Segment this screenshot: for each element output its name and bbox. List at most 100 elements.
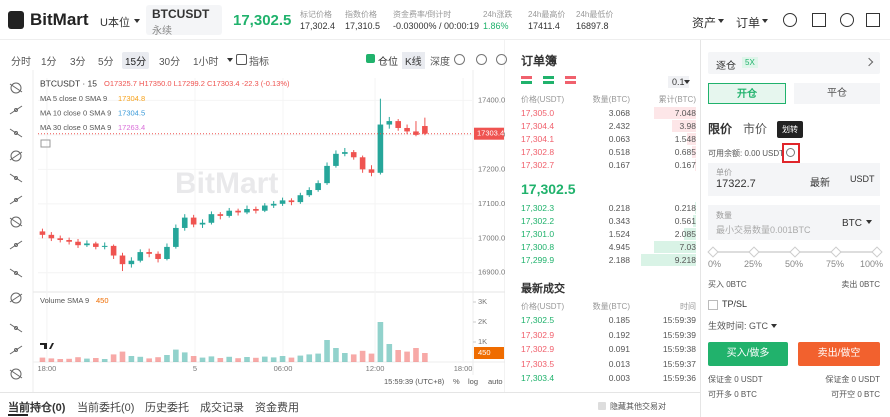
- header-icon[interactable]: [812, 13, 826, 27]
- bottom-tab[interactable]: 资金费用: [255, 402, 299, 414]
- interval[interactable]: 15分: [122, 52, 150, 69]
- checkbox[interactable]: [366, 54, 375, 63]
- qty-unit: BTC: [842, 218, 862, 229]
- interval[interactable]: 1小时: [193, 57, 219, 68]
- volume-tag-label: 450: [478, 348, 491, 357]
- view-tab[interactable]: 深度: [430, 57, 450, 68]
- candle-body: [315, 183, 321, 191]
- bottom-tab[interactable]: 当前委托(0): [77, 402, 135, 414]
- symbol-box[interactable]: BTCUSDT 永续: [146, 5, 222, 37]
- form-tab[interactable]: 开仓: [708, 83, 786, 104]
- order-type[interactable]: 限价: [708, 122, 733, 136]
- tool-icon: [9, 369, 23, 379]
- ask-qty: 2.432: [608, 121, 630, 131]
- book-mode-icon[interactable]: [565, 81, 576, 84]
- transfer-highlight[interactable]: [782, 143, 800, 163]
- trade-qty: 0.013: [608, 358, 630, 369]
- book-mode-icon[interactable]: [543, 81, 554, 84]
- volume-bar: [128, 356, 135, 362]
- candle-body: [235, 210, 241, 213]
- header-icon[interactable]: [840, 13, 854, 27]
- qty-label: 数量: [716, 211, 732, 220]
- tool-icon[interactable]: [476, 54, 487, 65]
- sell-button[interactable]: 卖出/做空: [798, 342, 880, 366]
- header-icon[interactable]: [866, 13, 880, 27]
- volume-bar: [333, 348, 339, 362]
- interval[interactable]: 30分: [159, 57, 181, 68]
- contract: 永续: [152, 26, 172, 37]
- menu-item[interactable]: 订单: [736, 16, 761, 30]
- buy-button[interactable]: 买入/做多: [708, 342, 788, 366]
- price-label: 单价: [716, 168, 732, 177]
- book-mode-icon[interactable]: [521, 81, 532, 84]
- volume-bar: [404, 351, 410, 362]
- bottom-tab[interactable]: 成交记录: [200, 402, 244, 414]
- trades-header: 时间: [680, 302, 696, 311]
- bottom-tab[interactable]: 当前持仓(0): [8, 402, 66, 414]
- interval[interactable]: 3分: [70, 57, 86, 68]
- stat-label: 指数价格: [345, 10, 377, 19]
- candle-body: [395, 121, 401, 128]
- volume-bar: [413, 348, 419, 362]
- hide-checkbox[interactable]: [598, 402, 606, 410]
- order-type[interactable]: 市价: [743, 122, 768, 136]
- volume-bar: [235, 358, 241, 362]
- menu-item[interactable]: 资产: [692, 16, 717, 30]
- volume-tag: [474, 347, 504, 359]
- qty-placeholder: 最小交易数量0.001BTC: [716, 225, 811, 235]
- stat-value: 1.86%: [483, 21, 509, 31]
- interval[interactable]: 5分: [98, 57, 114, 68]
- candle-body: [244, 208, 250, 213]
- margin-box[interactable]: 逐仓 5X: [708, 52, 880, 74]
- v-tick-label: 3K: [478, 297, 487, 306]
- indicator[interactable]: 指标: [249, 57, 269, 68]
- volume-bar: [84, 358, 90, 362]
- qty-input[interactable]: 数量最小交易数量0.001BTC BTC: [708, 205, 880, 240]
- position-toggle[interactable]: 仓位: [378, 57, 398, 68]
- tool-icon: [10, 82, 22, 94]
- volume-bar: [306, 354, 313, 362]
- book-mode-icon[interactable]: [565, 76, 576, 79]
- volume-bar: [101, 359, 108, 362]
- indicator-icon[interactable]: [236, 54, 247, 65]
- book-mode-icon[interactable]: [543, 76, 554, 79]
- tool-icon[interactable]: [496, 54, 507, 65]
- form-tab[interactable]: 平仓: [794, 83, 880, 104]
- margin-mode: 逐仓: [716, 61, 736, 72]
- candle-body: [173, 227, 179, 247]
- margin-mode[interactable]: U本位: [100, 17, 130, 29]
- interval[interactable]: 1分: [41, 57, 57, 68]
- tool-icon: [14, 176, 18, 180]
- x-tick-label: 18:00: [454, 364, 473, 373]
- candle-body: [279, 200, 286, 204]
- trade-time: 15:59:36: [662, 373, 696, 383]
- candle-body: [84, 243, 90, 246]
- interval[interactable]: 分时: [11, 57, 31, 68]
- ask-qty: 0.518: [608, 147, 630, 157]
- volume-bar: [155, 357, 161, 362]
- candle-body: [422, 126, 428, 134]
- tool-icon[interactable]: [454, 54, 465, 65]
- candle-body: [217, 214, 224, 216]
- tpsl-checkbox[interactable]: [708, 300, 718, 310]
- slider-stop: [707, 246, 719, 258]
- x-tick-label: 06:00: [274, 364, 293, 373]
- bid-total: 2.085: [674, 229, 696, 239]
- precision[interactable]: 0.1: [668, 76, 689, 88]
- ask-price: 17,302.8: [521, 147, 555, 157]
- bottom-tab[interactable]: 历史委托: [145, 402, 189, 414]
- price-input[interactable]: 单价 17322.7 最新 USDT: [708, 163, 880, 196]
- bid-price: 17,302.2: [521, 216, 555, 226]
- header-icon[interactable]: [783, 13, 797, 27]
- stat-value: 16897.8: [576, 21, 609, 31]
- book-mode-icon[interactable]: [521, 76, 532, 79]
- view-tab[interactable]: K线: [402, 52, 425, 69]
- candle-body: [146, 252, 152, 254]
- volume-bar: [164, 355, 170, 362]
- orderbook-title: 订单簿: [521, 54, 558, 68]
- trade-qty: 0.003: [608, 373, 630, 383]
- legend-symbol: BTCUSDT · 15: [40, 78, 97, 88]
- volume-legend-value: 450: [96, 296, 109, 305]
- tif[interactable]: 生效时间: GTC: [708, 321, 768, 331]
- volume-bar: [93, 358, 99, 362]
